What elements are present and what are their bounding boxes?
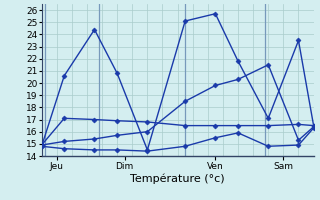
X-axis label: Température (°c): Température (°c) [130,173,225,184]
